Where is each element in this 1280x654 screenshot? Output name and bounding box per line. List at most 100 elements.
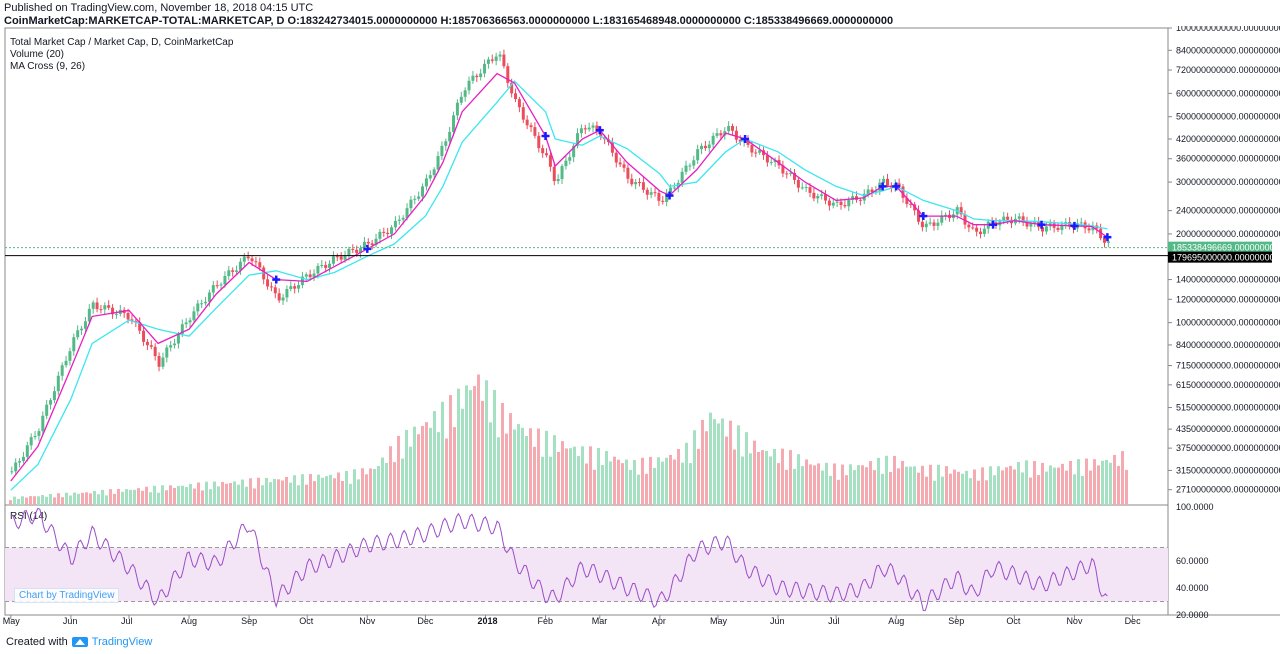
candle-body — [824, 194, 828, 201]
candle-body — [401, 217, 405, 220]
rsi-line — [10, 507, 1108, 612]
candle-body — [1044, 226, 1048, 232]
candle-body — [424, 178, 428, 187]
volume-bar — [721, 418, 724, 505]
ma-cross-marker — [363, 244, 372, 253]
candle-body — [494, 56, 498, 61]
candle-body — [688, 165, 692, 167]
volume-bar — [925, 476, 928, 505]
volume-bar — [421, 425, 424, 505]
volume-bar — [601, 465, 604, 505]
candle-body — [1079, 222, 1083, 224]
volume-bar — [977, 480, 980, 505]
candle-body — [533, 127, 537, 136]
candle-body — [173, 343, 177, 346]
volume-bar — [729, 420, 732, 505]
candle-body — [979, 231, 983, 235]
candle-body — [657, 192, 661, 201]
volume-bar — [577, 456, 580, 505]
candle-body — [750, 144, 754, 153]
candle-body — [219, 284, 223, 286]
candle-body — [382, 231, 386, 233]
volume-bar — [345, 470, 348, 505]
candle-body — [537, 135, 541, 149]
candle-body — [839, 201, 843, 206]
candle-body — [126, 313, 130, 320]
volume-bar — [81, 492, 84, 505]
volume-bar — [173, 487, 176, 505]
price-tick-label: 420000000000.0000000000 — [1176, 134, 1280, 144]
volume-bar — [789, 450, 792, 505]
candle-body — [235, 270, 239, 272]
volume-bar — [521, 427, 524, 505]
volume-bar — [905, 466, 908, 505]
chart-title-legend[interactable]: Total Market Cap / Market Cap, D, CoinMa… — [10, 37, 234, 48]
candle-body — [614, 152, 618, 163]
candle-body — [874, 190, 878, 193]
candle-body — [548, 155, 552, 167]
candle-body — [483, 63, 487, 74]
ohlc-line: CoinMarketCap:MARKETCAP-TOTAL:MARKETCAP,… — [4, 15, 894, 27]
ma-cross-marker — [595, 126, 604, 135]
volume-bar — [561, 441, 564, 505]
volume-bar — [549, 456, 552, 505]
volume-bar — [897, 468, 900, 505]
plot-frame — [4, 27, 1169, 616]
volume-bar — [109, 489, 112, 505]
candle-body — [502, 54, 506, 67]
volume-bar — [337, 472, 340, 505]
candle-body — [754, 152, 758, 154]
candle-body — [196, 303, 200, 312]
volume-bar — [733, 449, 736, 505]
candle-body — [95, 302, 99, 310]
volume-bar — [713, 419, 716, 505]
candle-body — [576, 133, 580, 146]
volume-bar — [45, 496, 48, 505]
candle-body — [665, 192, 669, 202]
chart-canvas[interactable]: 1000000000000.0000000000 840000000000.000… — [0, 26, 1280, 634]
tradingview-brand-link[interactable]: TradingView — [91, 636, 153, 648]
candle-body — [510, 82, 514, 94]
candle-body — [250, 258, 254, 262]
volume-bar — [1113, 454, 1116, 505]
volume-bar — [509, 413, 512, 505]
volume-bar — [425, 422, 428, 505]
volume-bar — [525, 436, 528, 505]
candle-body — [1006, 216, 1010, 220]
candle-body — [87, 308, 91, 322]
volume-bar — [361, 468, 364, 505]
candle-body — [595, 125, 599, 132]
volume-bar — [545, 430, 548, 505]
volume-bar — [137, 488, 140, 505]
volume-bar — [565, 448, 568, 505]
volume-bar — [265, 477, 268, 505]
volume-bar — [465, 385, 468, 505]
candle-body — [967, 224, 971, 228]
volume-bar — [681, 462, 684, 505]
candle-body — [827, 200, 831, 206]
volume-bar — [353, 469, 356, 505]
volume-bar — [489, 422, 492, 505]
candle-body — [1103, 238, 1107, 243]
volume-bar — [973, 469, 976, 505]
volume-bar — [1089, 470, 1092, 505]
volume-bar — [229, 483, 232, 505]
price-tick-label: 100000000000.0000000000 — [1176, 318, 1280, 328]
volume-bar — [1009, 465, 1012, 505]
candle-body — [924, 223, 928, 228]
volume-bar — [533, 446, 536, 505]
volume-bar — [865, 467, 868, 505]
volume-bar — [317, 474, 320, 505]
candle-body — [258, 262, 262, 268]
ma-legend[interactable]: MA Cross (9, 26) — [10, 61, 86, 72]
volume-bar — [585, 463, 588, 505]
volume-bar — [745, 432, 748, 505]
time-tick-label: Oct — [299, 616, 314, 626]
volume-bar — [477, 374, 480, 505]
volume-legend[interactable]: Volume (20) — [10, 49, 64, 60]
candle-body — [781, 165, 785, 174]
tradingview-watermark[interactable]: Chart by TradingView — [14, 588, 120, 603]
volume-bar — [825, 462, 828, 505]
volume-bar — [749, 453, 752, 505]
ma-cross-marker — [878, 182, 887, 191]
